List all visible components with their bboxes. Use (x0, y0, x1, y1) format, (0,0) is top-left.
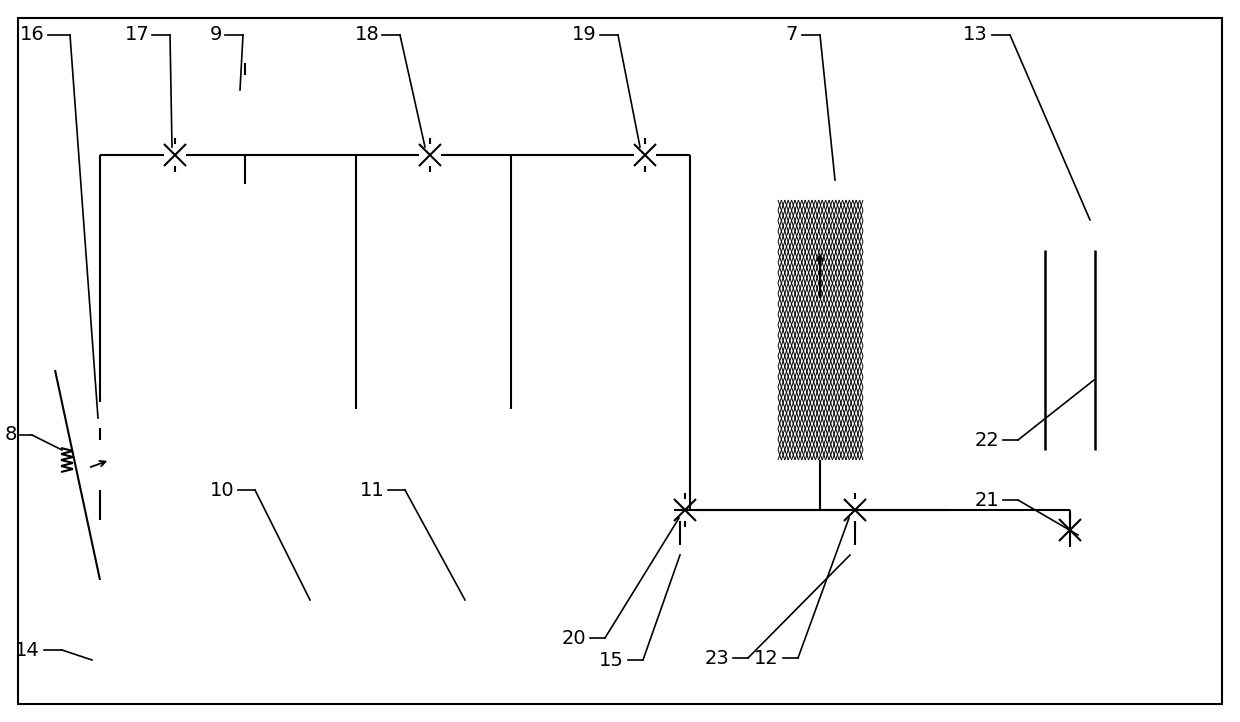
Bar (295, 654, 308, 666)
Polygon shape (863, 177, 892, 460)
Bar (84, 540, 117, 680)
Bar (838, 545, 923, 590)
Text: 23: 23 (704, 648, 729, 668)
Polygon shape (560, 552, 580, 690)
Polygon shape (440, 670, 580, 690)
Polygon shape (440, 552, 580, 570)
Text: 20: 20 (562, 628, 587, 648)
Bar (239, 75, 250, 85)
Text: 17: 17 (125, 25, 150, 45)
Bar (465, 598, 515, 624)
Bar (285, 570, 405, 670)
Bar (1059, 519, 1081, 541)
Bar (500, 422, 522, 552)
Text: 11: 11 (361, 481, 384, 500)
Bar (223, 85, 268, 99)
Polygon shape (285, 552, 425, 570)
Bar (1063, 500, 1078, 514)
Bar (634, 144, 656, 166)
Text: 16: 16 (20, 25, 45, 45)
Bar (503, 409, 520, 422)
Text: 21: 21 (975, 490, 999, 510)
Bar (92, 520, 108, 534)
Bar (345, 422, 367, 552)
Text: 8: 8 (5, 425, 17, 445)
Bar (419, 144, 441, 166)
Text: 13: 13 (963, 25, 988, 45)
Polygon shape (405, 552, 425, 690)
Polygon shape (777, 177, 892, 200)
Bar (74, 440, 125, 485)
Text: 9: 9 (210, 25, 222, 45)
Bar (675, 499, 696, 521)
Polygon shape (87, 415, 113, 428)
Text: 15: 15 (599, 651, 624, 669)
Bar (218, 99, 273, 184)
Bar (310, 598, 360, 624)
Text: 7: 7 (786, 25, 799, 45)
Bar (653, 545, 708, 590)
Text: 18: 18 (355, 25, 379, 45)
Text: 22: 22 (975, 430, 999, 450)
Text: 12: 12 (754, 648, 779, 668)
Polygon shape (285, 670, 425, 690)
Bar (440, 570, 560, 670)
Polygon shape (87, 402, 113, 415)
Bar (777, 200, 863, 460)
Bar (348, 409, 365, 422)
Bar (844, 499, 866, 521)
Bar (164, 144, 186, 166)
Text: 14: 14 (15, 640, 40, 659)
Text: 19: 19 (572, 25, 596, 45)
Text: 10: 10 (211, 481, 236, 500)
Bar (450, 654, 463, 666)
